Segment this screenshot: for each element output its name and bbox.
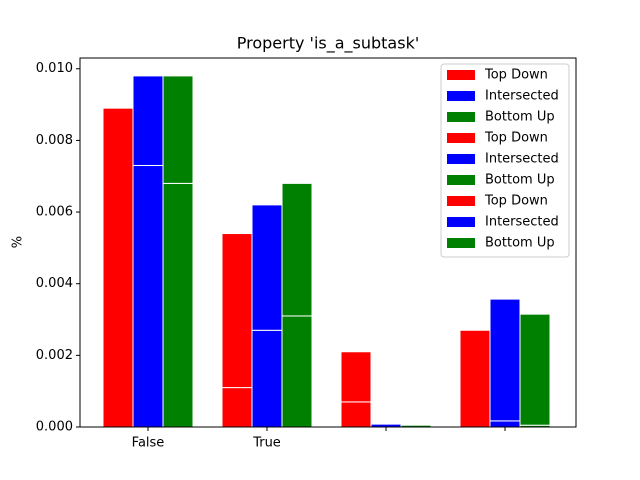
bar-segment [221, 233, 253, 389]
bar-segment [281, 315, 313, 428]
y-tick-label: 0.006 [36, 205, 73, 220]
bar-segment [340, 401, 372, 428]
chart-title: Property 'is_a_subtask' [237, 34, 419, 54]
axes-frame [79, 57, 577, 428]
bar-segment [251, 204, 283, 331]
bar-segment [102, 107, 134, 428]
legend-swatch [447, 154, 475, 164]
y-axis-label: % [11, 236, 26, 248]
legend-label: Intersected [485, 89, 559, 104]
bar-segment [489, 298, 521, 422]
y-tick-label: 0.000 [36, 420, 73, 435]
legend-swatch [447, 70, 475, 80]
bar-segment [519, 313, 551, 426]
x-tick-label: False [132, 436, 165, 451]
legend-label: Top Down [484, 131, 548, 146]
legend-label: Intersected [485, 152, 559, 167]
legend-swatch [447, 196, 475, 206]
bar-segment [221, 387, 253, 428]
bar-segment [340, 351, 372, 403]
legend-swatch [447, 133, 475, 143]
bar-segment [132, 164, 164, 428]
legend-swatch [447, 238, 475, 248]
bar-segment [162, 75, 194, 184]
legend-swatch [447, 175, 475, 185]
legend-swatch [447, 112, 475, 122]
legend-label: Bottom Up [485, 110, 555, 125]
legend-label: Bottom Up [485, 173, 555, 188]
bar-segment [281, 182, 313, 317]
legend-label: Top Down [484, 194, 548, 209]
bar-segment [162, 182, 194, 428]
bar-segment [489, 420, 521, 428]
x-tick-label: True [252, 436, 281, 451]
legend-label: Bottom Up [485, 236, 555, 251]
legend-label: Top Down [484, 68, 548, 83]
bar-segment [251, 329, 283, 428]
legend-swatch [447, 91, 475, 101]
legend-swatch [447, 217, 475, 227]
y-tick-label: 0.010 [36, 61, 73, 76]
bar-segment [459, 329, 491, 428]
y-tick-label: 0.008 [36, 133, 73, 148]
y-tick-label: 0.002 [36, 348, 73, 363]
bar-segment [132, 75, 164, 166]
y-tick-label: 0.004 [36, 276, 73, 291]
legend-label: Intersected [485, 215, 559, 230]
